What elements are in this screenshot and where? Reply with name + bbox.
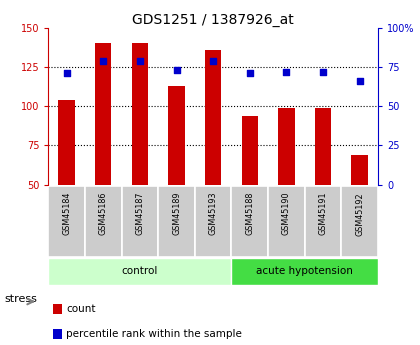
Bar [278, 108, 295, 185]
Point [320, 69, 326, 74]
Bar [352, 155, 368, 185]
Bar [268, 186, 305, 257]
Bar [48, 258, 231, 285]
Point [247, 70, 253, 76]
Bar [305, 186, 341, 257]
Title: GDS1251 / 1387926_at: GDS1251 / 1387926_at [132, 12, 294, 27]
Text: GSM45193: GSM45193 [209, 192, 218, 235]
Bar [341, 186, 378, 257]
Text: GSM45184: GSM45184 [62, 192, 71, 235]
Bar [168, 86, 185, 185]
Text: control: control [122, 266, 158, 276]
Bar [241, 116, 258, 185]
Bar [315, 108, 331, 185]
Bar [205, 50, 221, 185]
Text: GSM45191: GSM45191 [318, 192, 328, 235]
Point [283, 69, 290, 74]
Text: stress: stress [4, 294, 37, 304]
Text: GSM45187: GSM45187 [135, 192, 144, 235]
Text: percentile rank within the sample: percentile rank within the sample [66, 329, 242, 339]
Point [173, 67, 180, 73]
Point [63, 70, 70, 76]
Text: acute hypotension: acute hypotension [256, 266, 353, 276]
Bar [158, 186, 195, 257]
Text: GSM45190: GSM45190 [282, 192, 291, 235]
Text: GSM45192: GSM45192 [355, 192, 364, 236]
Bar [131, 43, 148, 185]
Bar [121, 186, 158, 257]
Text: GSM45189: GSM45189 [172, 192, 181, 235]
Point [210, 58, 217, 63]
Point [136, 58, 143, 63]
Bar [53, 304, 62, 314]
Point [356, 78, 363, 84]
Bar [85, 186, 121, 257]
Text: GSM45188: GSM45188 [245, 192, 254, 235]
Bar [195, 186, 231, 257]
Bar [58, 100, 75, 185]
Bar [231, 258, 378, 285]
Bar [231, 186, 268, 257]
Point [100, 58, 107, 63]
Bar [95, 43, 111, 185]
Text: count: count [66, 304, 95, 314]
Text: GSM45186: GSM45186 [99, 192, 108, 235]
Bar [48, 186, 85, 257]
Bar [53, 329, 62, 339]
